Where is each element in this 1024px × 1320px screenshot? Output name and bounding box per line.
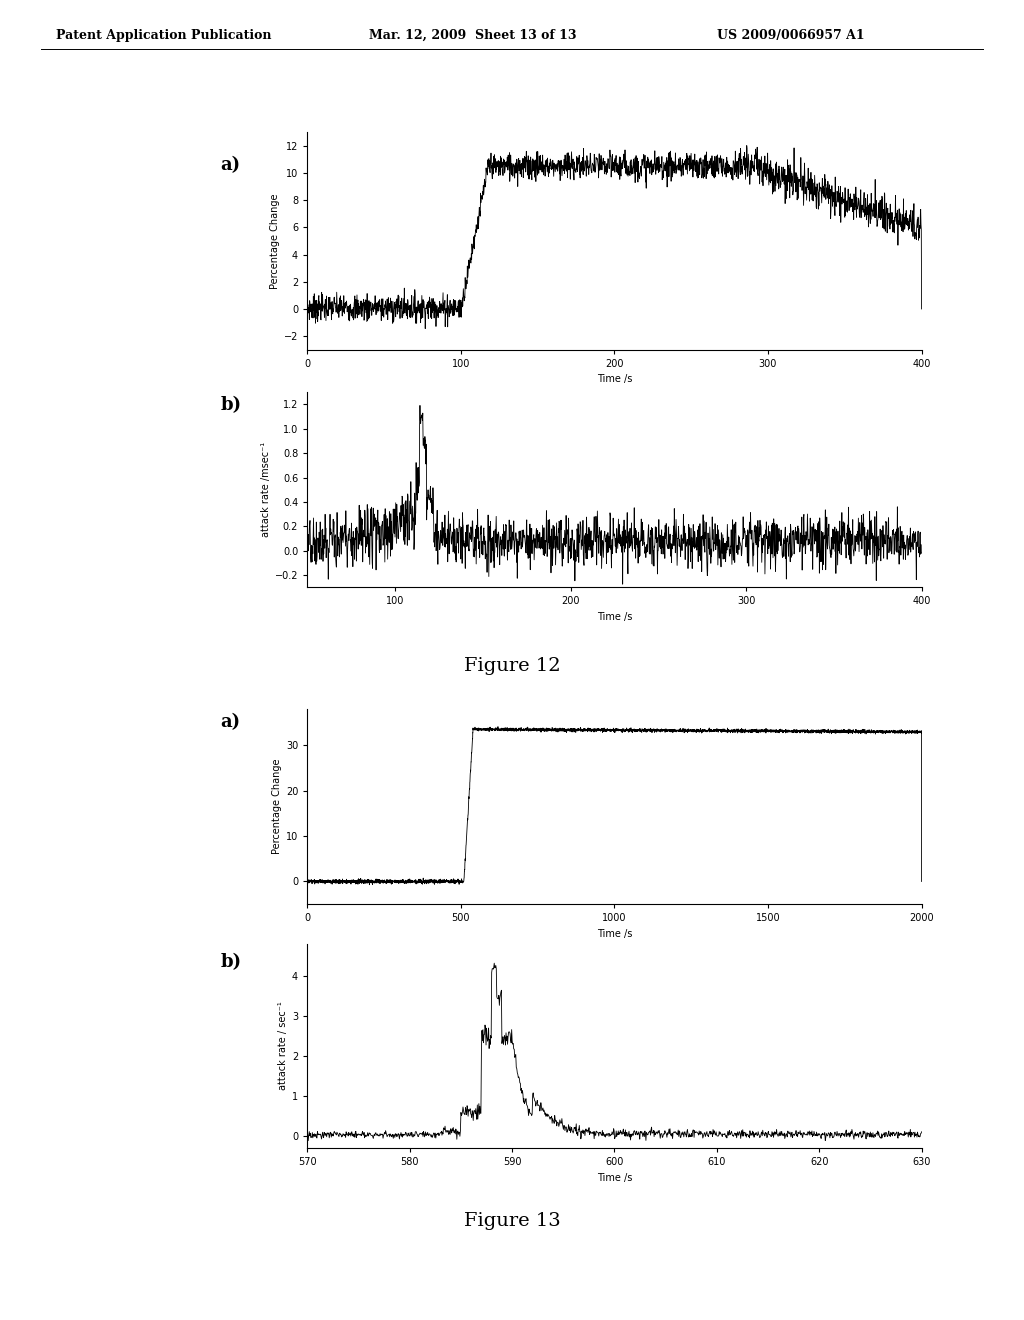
Y-axis label: attack rate / sec⁻¹: attack rate / sec⁻¹ (278, 1002, 288, 1090)
Text: Patent Application Publication: Patent Application Publication (56, 29, 271, 42)
Y-axis label: Percentage Change: Percentage Change (269, 193, 280, 289)
Y-axis label: Percentage Change: Percentage Change (271, 759, 282, 854)
Y-axis label: attack rate /msec⁻¹: attack rate /msec⁻¹ (260, 442, 270, 537)
X-axis label: Time /s: Time /s (597, 375, 632, 384)
Text: Mar. 12, 2009  Sheet 13 of 13: Mar. 12, 2009 Sheet 13 of 13 (369, 29, 577, 42)
Text: Figure 13: Figure 13 (464, 1212, 560, 1230)
Text: a): a) (220, 713, 241, 731)
X-axis label: Time /s: Time /s (597, 1173, 632, 1183)
Text: b): b) (220, 953, 242, 972)
X-axis label: Time /s: Time /s (597, 929, 632, 939)
X-axis label: Time /s: Time /s (597, 612, 632, 622)
Text: Figure 12: Figure 12 (464, 657, 560, 676)
Text: a): a) (220, 156, 241, 174)
Text: b): b) (220, 396, 242, 414)
Text: US 2009/0066957 A1: US 2009/0066957 A1 (717, 29, 864, 42)
